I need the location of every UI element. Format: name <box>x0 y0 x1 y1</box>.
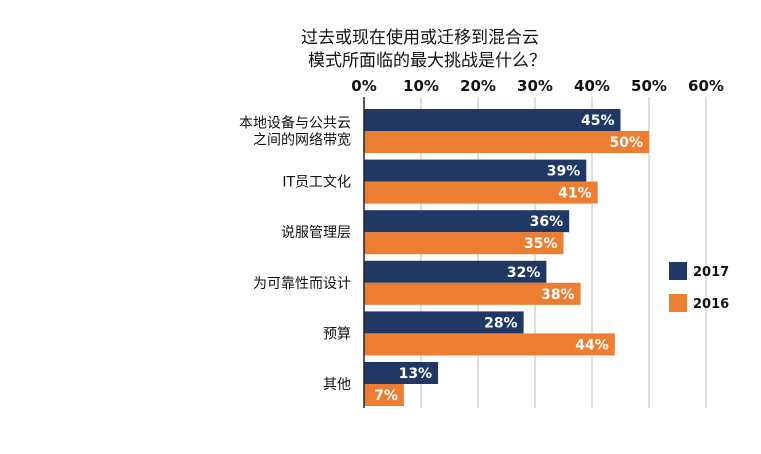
bar-2017 <box>364 362 439 384</box>
x-tick-label: 20% <box>460 77 496 95</box>
bar-2017 <box>364 311 524 334</box>
chart-title: 过去或现在使用或迁移到混合云 模式所面临的最大挑战是什么？ <box>301 27 546 71</box>
legend-swatch-2016 <box>669 294 687 312</box>
value-label: 36% <box>530 214 564 230</box>
bar-2016 <box>364 232 564 255</box>
value-label: 41% <box>558 186 592 202</box>
value-label: 32% <box>507 265 541 281</box>
legend-label-2016: 2016 <box>693 297 729 312</box>
category-label: 其他 <box>323 377 351 393</box>
value-label: 38% <box>541 287 575 303</box>
category-label: 预算 <box>323 326 351 342</box>
chart-title-line-1: 过去或现在使用或迁移到混合云 <box>301 27 539 48</box>
x-tick-label: 50% <box>631 77 667 95</box>
legend-swatch-2017 <box>669 262 687 280</box>
bar-2016 <box>364 131 649 153</box>
category-label: 本地设备与公共云 <box>239 115 351 132</box>
x-axis-ticks: 0% 10% 20% 30% 40% 50% 60% <box>351 77 724 95</box>
bar-2017 <box>364 159 587 182</box>
bars: 45% 50% 39% 41% 36% 35% 32%38% 28% 44% 13%7% <box>364 109 649 406</box>
value-label: 28% <box>484 315 518 331</box>
bar-2016 <box>364 384 404 406</box>
x-tick-label: 30% <box>517 77 553 95</box>
bar-2017 <box>364 109 621 131</box>
x-tick-label: 40% <box>574 77 610 95</box>
category-label: 为可靠性而设计 <box>253 276 351 292</box>
value-label: 44% <box>575 337 609 353</box>
bar-2016 <box>364 181 598 204</box>
category-label: IT员工文化 <box>282 175 351 191</box>
legend-label-2017: 2017 <box>693 265 729 280</box>
category-label: 说服管理层 <box>281 225 351 241</box>
chart-title-line-2: 模式所面临的最大挑战是什么？ <box>308 51 546 71</box>
value-label: 7% <box>374 388 398 404</box>
value-label: 50% <box>609 135 643 151</box>
bar-2017 <box>364 260 547 283</box>
category-label: 之间的网络带宽 <box>253 132 351 149</box>
x-tick-label: 0% <box>351 77 376 95</box>
value-label: 13% <box>399 366 433 382</box>
legend: 2017 2016 <box>669 262 729 312</box>
bar-2016 <box>364 282 581 305</box>
bar-2016 <box>364 333 615 356</box>
value-label: 45% <box>581 113 615 129</box>
bar-2017 <box>364 210 570 233</box>
value-label: 39% <box>547 164 581 180</box>
x-tick-label: 60% <box>688 77 724 95</box>
x-tick-label: 10% <box>403 77 439 95</box>
value-label: 35% <box>524 236 558 252</box>
